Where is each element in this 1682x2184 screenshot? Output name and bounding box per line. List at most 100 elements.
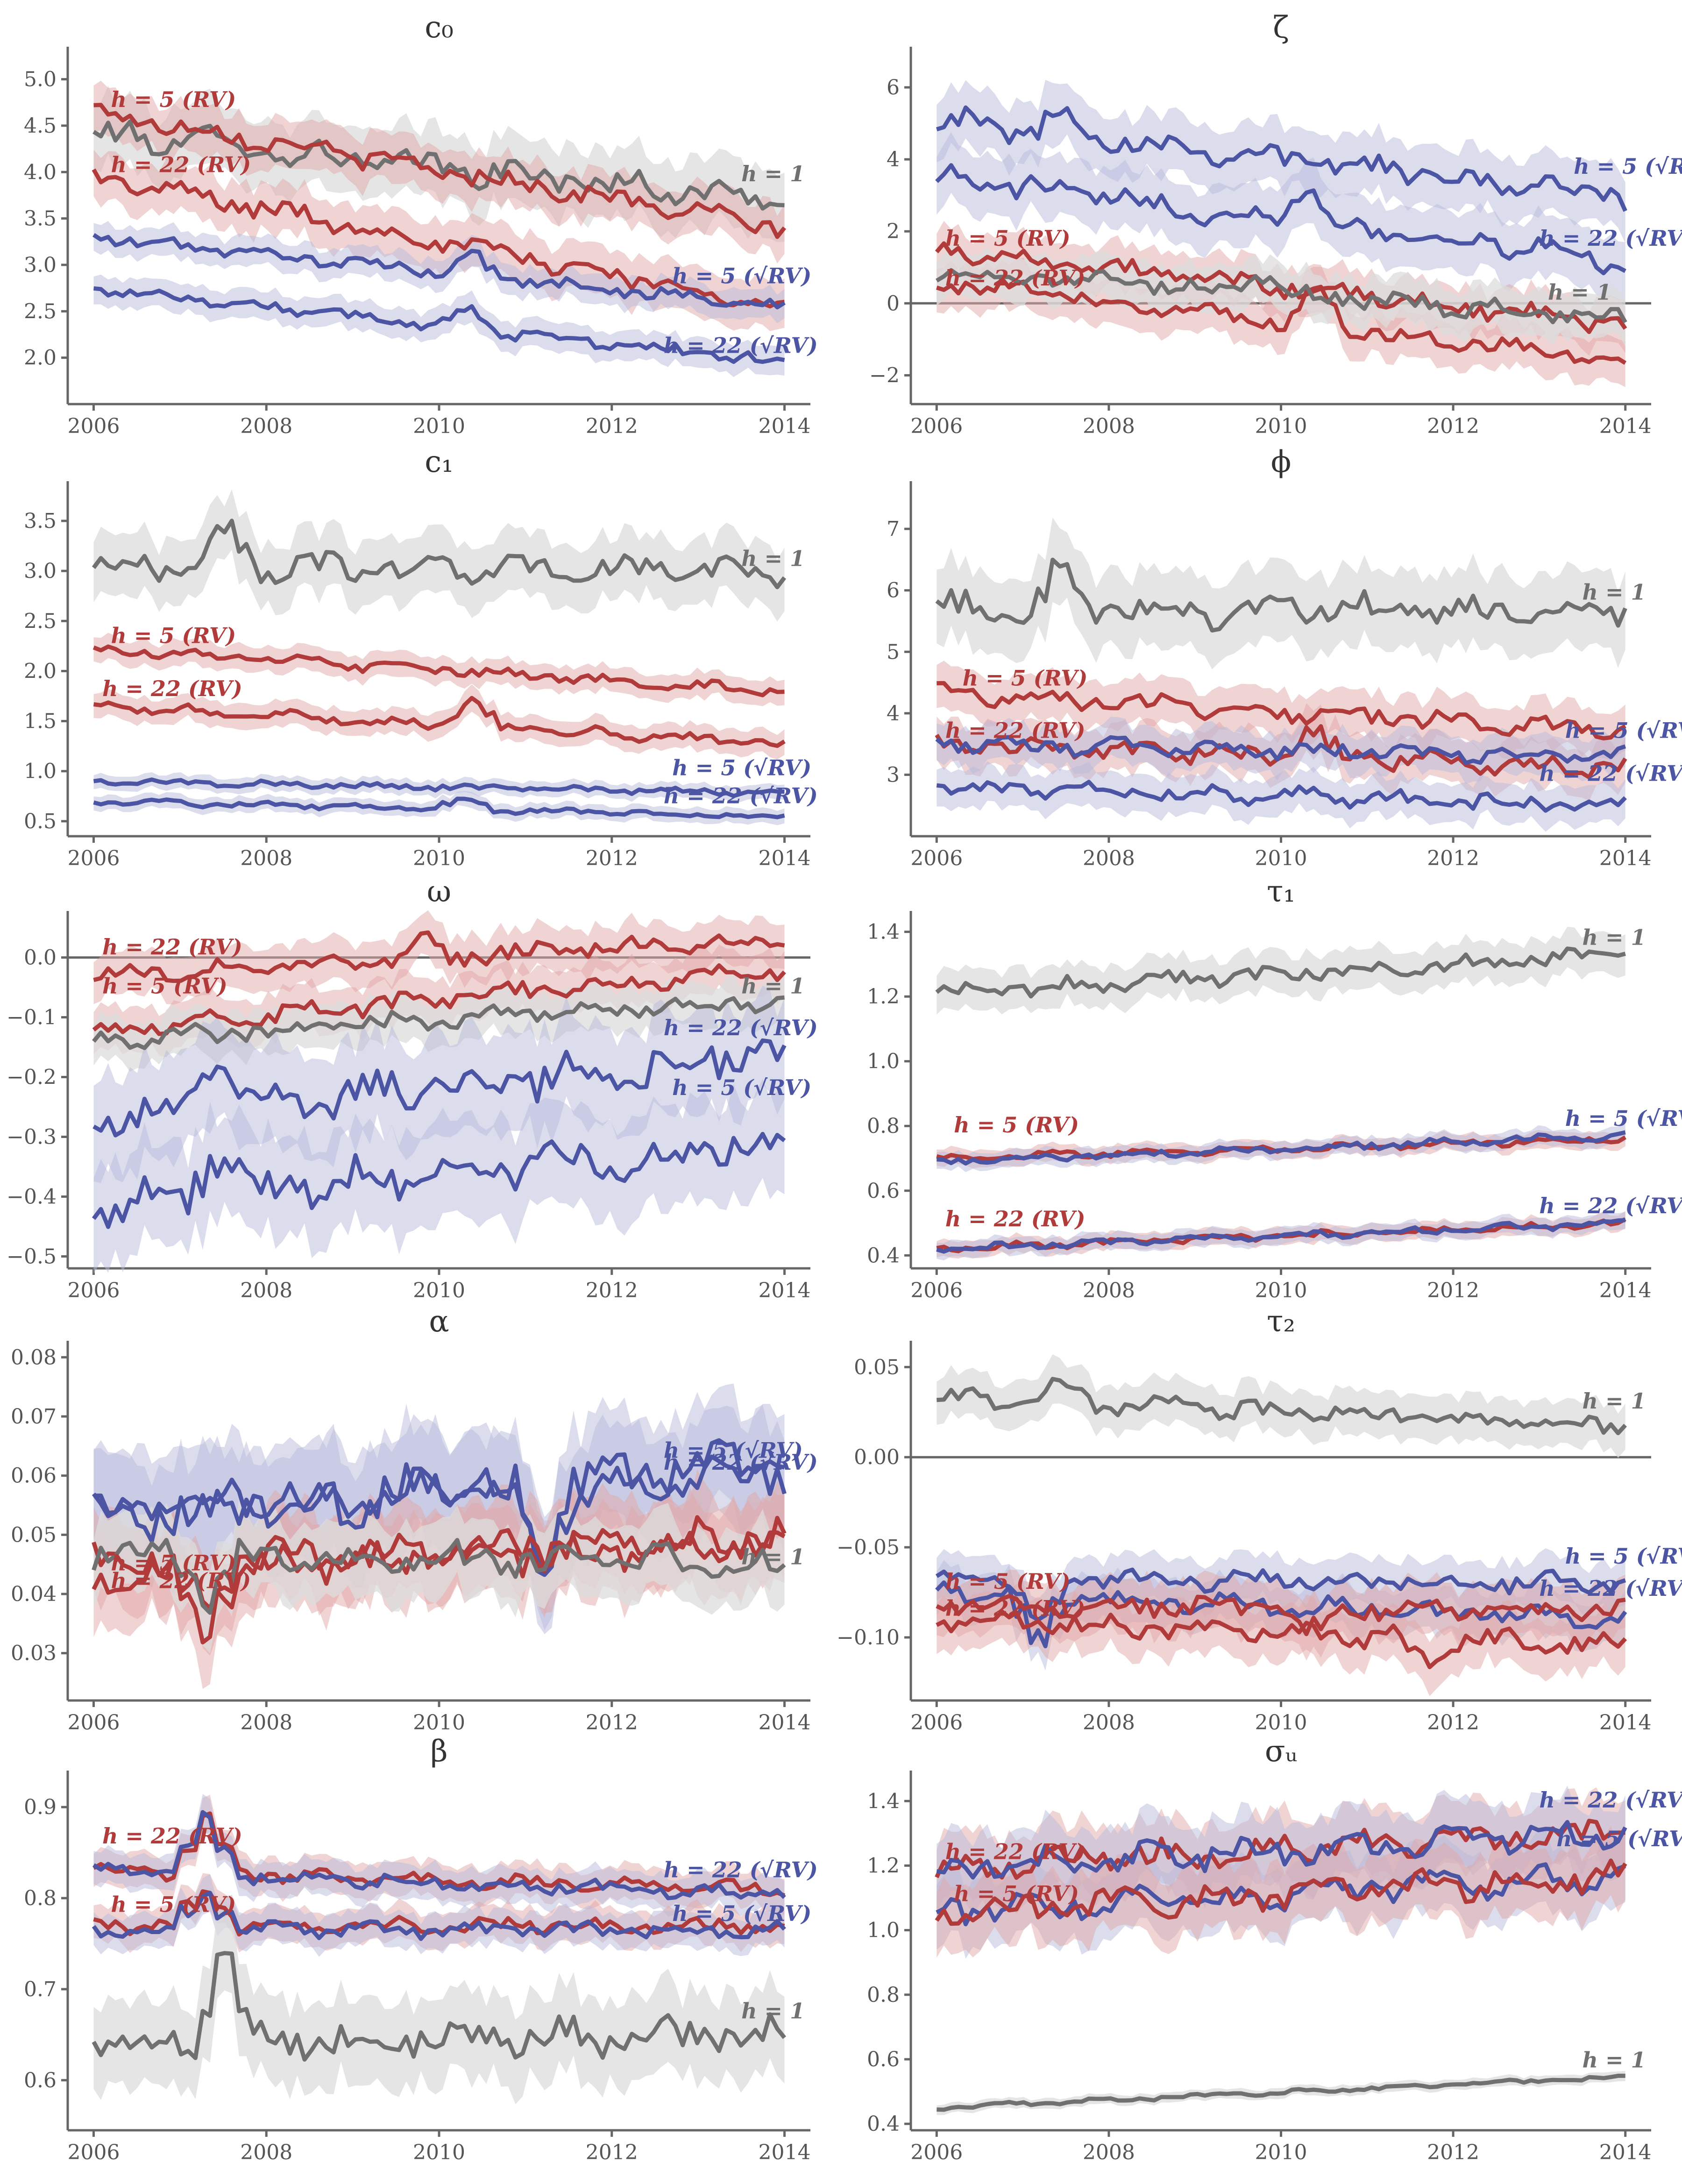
series-label: h = 5 (√RV) — [672, 263, 811, 289]
series-label: h = 22 (RV) — [102, 934, 242, 960]
x-tick-label: 2012 — [1427, 847, 1479, 870]
series-label: h = 5 (RV) — [102, 973, 227, 998]
x-tick-label: 2010 — [1255, 1279, 1307, 1302]
series-line-1 — [93, 930, 785, 983]
x-tick-label: 2014 — [759, 414, 811, 438]
x-tick-label: 2006 — [910, 1279, 963, 1302]
y-tick-label: 4 — [887, 148, 900, 171]
y-tick-label: 0.05 — [11, 1523, 57, 1547]
series-label: h = 22 (√RV) — [1539, 1576, 1682, 1601]
x-tick-label: 2008 — [1083, 1711, 1135, 1735]
series-label: h = 5 (√RV) — [672, 755, 811, 780]
x-tick-label: 2010 — [413, 2141, 465, 2164]
panel-2: ζ −2 0 2 4 6 2006 2008 2010 2012 2014 h = 5 (√RV) h … — [869, 10, 1682, 438]
x-tick-label: 2014 — [759, 1711, 811, 1735]
band-5 — [93, 274, 785, 377]
x-tick-label: 2010 — [1255, 1711, 1307, 1735]
series-line-2 — [937, 681, 1626, 740]
panel-5: ω −0.5 −0.4 −0.3 −0.2 −0.1 0.0 2006 2008 2010 2012… — [7, 875, 818, 1302]
y-tick-label: 0.03 — [11, 1642, 57, 1665]
x-tick-label: 2006 — [910, 414, 963, 438]
series-label: h = 22 (√RV) — [664, 333, 818, 358]
y-tick-label: 0.00 — [854, 1445, 900, 1469]
y-tick-label: 0.8 — [24, 1886, 57, 1910]
x-tick-label: 2014 — [1599, 414, 1652, 438]
band-1 — [937, 79, 1625, 243]
y-tick-label: −0.4 — [7, 1185, 57, 1209]
y-tick-label: 0.8 — [867, 1114, 900, 1138]
series-line-1 — [92, 120, 785, 211]
y-tick-label: 0.6 — [867, 2048, 900, 2071]
y-tick-label: 6 — [887, 579, 900, 603]
band-1 — [937, 517, 1625, 669]
y-tick-label: 7 — [887, 517, 900, 541]
x-tick-label: 2010 — [413, 1711, 465, 1735]
x-tick-label: 2010 — [413, 847, 465, 870]
series-line-5 — [936, 1218, 1625, 1254]
panel-title: β — [431, 1734, 448, 1769]
series-line-2 — [93, 1438, 785, 1577]
y-tick-label: 2.0 — [24, 346, 57, 370]
series-label: h = 22 (RV) — [945, 1839, 1086, 1864]
series-line-2 — [92, 644, 785, 697]
band-2 — [93, 80, 785, 264]
series-label: h = 5 (√RV) — [1565, 718, 1682, 743]
series-line-3 — [935, 724, 1627, 780]
series-line-5 — [936, 1609, 1627, 1669]
series-line-3 — [935, 241, 1627, 334]
series-label: h = 22 (RV) — [111, 152, 251, 177]
series-line-2 — [92, 1810, 786, 1900]
y-tick-label: 1.2 — [867, 1854, 900, 1878]
series-line-2 — [935, 1567, 1626, 1622]
y-tick-label: 0.6 — [867, 1179, 900, 1203]
series-line-5 — [93, 797, 785, 819]
x-tick-label: 2008 — [1083, 2141, 1135, 2164]
y-tick-label: 0.5 — [24, 810, 57, 833]
series-line-2 — [935, 163, 1626, 276]
x-tick-label: 2014 — [759, 1279, 811, 1302]
band-4 — [93, 221, 785, 323]
y-tick-label: 0.07 — [11, 1405, 57, 1429]
series-label: h = 22 (√RV) — [1539, 226, 1682, 251]
y-tick-label: 5 — [887, 640, 900, 664]
x-tick-label: 2006 — [910, 847, 963, 870]
x-tick-label: 2008 — [240, 2141, 292, 2164]
y-tick-label: −0.10 — [837, 1626, 900, 1650]
band-3 — [93, 684, 785, 760]
panel-10: σᵤ 0.4 0.6 0.8 1.0 1.2 1.4 2006 2008 2010 2012 2014… — [867, 1734, 1682, 2164]
series-line-5 — [93, 286, 785, 364]
y-tick-label: 4.5 — [24, 114, 57, 138]
series-line-1 — [936, 105, 1627, 212]
series-line-2 — [936, 1820, 1627, 1880]
series-label: h = 5 (RV) — [945, 1569, 1071, 1594]
y-tick-label: 4 — [887, 702, 900, 726]
y-tick-label: −0.3 — [7, 1125, 57, 1149]
series-label: h = 22 (RV) — [945, 1596, 1086, 1621]
series-label: h = 22 (√RV) — [664, 1450, 818, 1475]
panel-title: α — [429, 1304, 449, 1339]
band-1 — [93, 910, 785, 1005]
x-tick-label: 2012 — [1427, 1279, 1479, 1302]
y-tick-label: −0.1 — [7, 1006, 57, 1030]
series-label: h = 5 (√RV) — [1574, 154, 1682, 179]
y-tick-label: 0.8 — [867, 1983, 900, 2007]
series-label: h = 22 (RV) — [102, 676, 242, 701]
panel-title: σᵤ — [1265, 1734, 1297, 1769]
y-tick-label: 2.0 — [24, 659, 57, 683]
y-tick-label: 0.7 — [24, 1978, 57, 2001]
series-label: h = 1 — [1583, 579, 1646, 605]
x-tick-label: 2012 — [1427, 414, 1479, 438]
x-tick-label: 2008 — [1083, 414, 1135, 438]
series-line-2 — [92, 963, 786, 1036]
series-line-4 — [936, 277, 1627, 365]
series-label: h = 22 (RV) — [111, 1568, 251, 1593]
x-tick-label: 2008 — [240, 1279, 292, 1302]
panel-7: α 0.03 0.04 0.05 0.06 0.07 0.08 2006 2008 2010 201… — [11, 1304, 818, 1735]
y-tick-label: 0 — [887, 292, 900, 315]
series-line-2 — [93, 103, 787, 239]
series-line-4 — [92, 1038, 787, 1138]
series-line-5 — [935, 268, 1627, 325]
band-2 — [937, 661, 1625, 761]
x-tick-label: 2008 — [1083, 1279, 1135, 1302]
y-tick-label: 6 — [887, 76, 900, 100]
